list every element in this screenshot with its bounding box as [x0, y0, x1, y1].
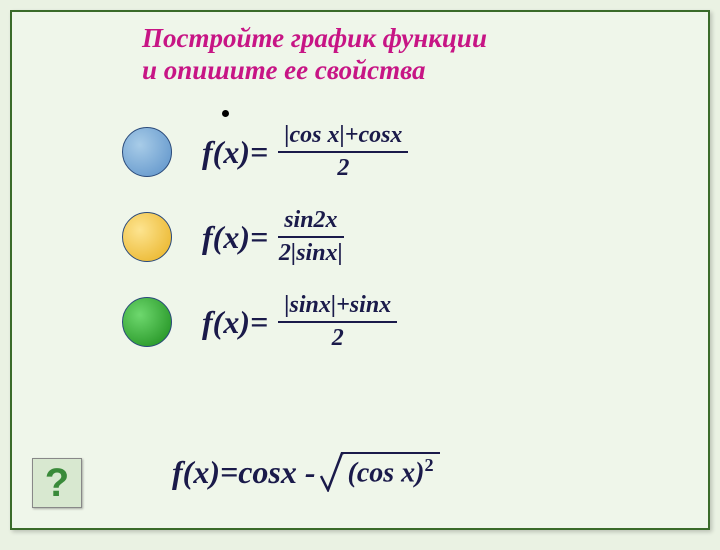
fraction-1-num: |cos x|+cosx	[278, 122, 408, 153]
help-icon: ?	[45, 461, 69, 506]
fx-label-2: f(x)=	[202, 219, 268, 256]
equation-row-4: f(x)=cosx - (cos x)2	[172, 452, 440, 492]
slide-panel: Постройте график функции и опишите ее св…	[10, 10, 710, 530]
equation-row-1: f(x)= |cos x|+cosx 2	[122, 122, 408, 182]
equation-row-2: f(x)= sin2x 2|sinx|	[122, 207, 344, 267]
option-circle-green[interactable]	[122, 297, 172, 347]
fraction-3: |sinx|+sinx 2	[278, 292, 397, 352]
option-circle-yellow[interactable]	[122, 212, 172, 262]
slide-title: Постройте график функции и опишите ее св…	[142, 22, 487, 87]
bullet-dot	[222, 110, 229, 117]
fraction-2: sin2x 2|sinx|	[278, 207, 343, 267]
option-circle-blue[interactable]	[122, 127, 172, 177]
fx-label-4: f(x)=cosx -	[172, 454, 316, 491]
sqrt-exponent: 2	[425, 455, 434, 475]
fraction-1: |cos x|+cosx 2	[278, 122, 408, 182]
fraction-3-den: 2	[332, 323, 344, 352]
title-line-2: и опишите ее свойства	[142, 55, 425, 85]
fraction-2-den: 2|sinx|	[279, 238, 343, 267]
fraction-1-den: 2	[337, 153, 349, 182]
fx-label-3: f(x)=	[202, 304, 268, 341]
sqrt-expression: (cos x)2	[320, 452, 440, 492]
sqrt-icon	[320, 452, 344, 492]
help-button[interactable]: ?	[32, 458, 82, 508]
equation-row-3: f(x)= |sinx|+sinx 2	[122, 292, 397, 352]
fraction-3-num: |sinx|+sinx	[278, 292, 397, 323]
sqrt-body: (cos x)2	[344, 452, 440, 487]
fx-label-1: f(x)=	[202, 134, 268, 171]
sqrt-base: (cos x)	[348, 457, 425, 488]
fraction-2-num: sin2x	[278, 207, 343, 238]
title-line-1: Постройте график функции	[142, 23, 487, 53]
